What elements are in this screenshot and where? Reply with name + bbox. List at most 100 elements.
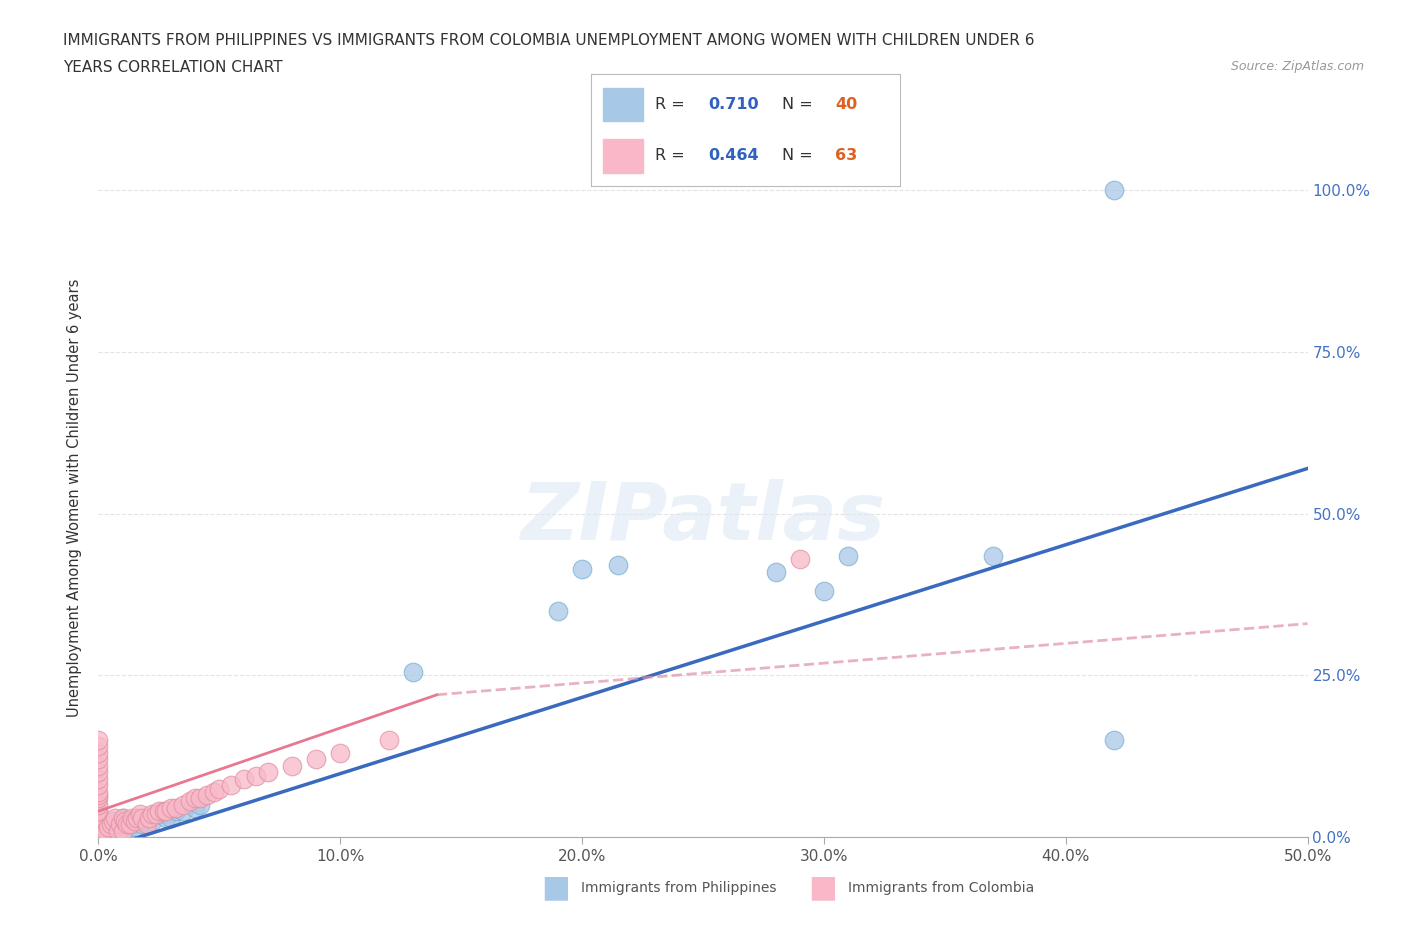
Point (87, 739, 110, 754)
Point (117, 817, 139, 831)
Point (104, 810, 127, 825)
Point (94, 823, 117, 838)
Text: 0.710: 0.710 (709, 97, 759, 112)
Text: R =: R = (655, 97, 690, 112)
Bar (603, 140, 643, 173)
Point (118, 817, 141, 831)
Point (141, 807, 163, 822)
Point (87, 814, 110, 829)
Point (107, 823, 129, 838)
Point (87, 784, 110, 799)
Point (87, 817, 110, 831)
Point (131, 817, 153, 831)
Point (100, 817, 122, 831)
Point (87, 777, 110, 792)
Point (97, 820, 120, 835)
Point (87, 752, 110, 767)
Point (87, 830, 110, 844)
Point (87, 790, 110, 805)
Point (94, 830, 117, 844)
Point (87, 746, 110, 761)
Point (91, 830, 114, 844)
Text: Immigrants from Philippines: Immigrants from Philippines (581, 881, 776, 896)
Point (87, 771, 110, 786)
Point (837, 549, 859, 564)
Point (1102, 733, 1125, 748)
Point (245, 768, 267, 783)
Point (208, 781, 231, 796)
Point (377, 733, 399, 748)
Text: ■: ■ (541, 873, 569, 903)
Point (607, 558, 630, 573)
Point (100, 823, 122, 838)
Point (118, 817, 141, 831)
Point (87, 823, 110, 838)
Text: 63: 63 (835, 149, 858, 164)
Point (111, 810, 134, 825)
Point (127, 810, 149, 825)
Point (160, 810, 183, 825)
Point (87, 804, 110, 818)
Point (179, 794, 201, 809)
Point (232, 771, 254, 786)
Point (87, 733, 110, 748)
Point (101, 814, 124, 829)
Point (124, 820, 146, 835)
Point (1102, 183, 1125, 198)
Point (145, 807, 167, 822)
Point (87, 797, 110, 812)
Point (155, 810, 177, 825)
Text: N =: N = (782, 149, 818, 164)
Point (87, 804, 110, 818)
Text: Immigrants from Colombia: Immigrants from Colombia (848, 881, 1033, 896)
Text: ZIPatlas: ZIPatlas (520, 479, 886, 557)
Point (165, 804, 187, 818)
Point (87, 827, 110, 842)
Point (188, 790, 211, 805)
Point (165, 801, 187, 816)
Point (221, 777, 243, 792)
Point (152, 804, 174, 818)
Point (111, 823, 134, 838)
Point (87, 759, 110, 774)
Point (148, 804, 170, 818)
Point (184, 790, 207, 805)
Point (195, 788, 218, 803)
Point (329, 746, 352, 761)
Point (305, 752, 328, 767)
Text: ■: ■ (808, 873, 837, 903)
Text: IMMIGRANTS FROM PHILIPPINES VS IMMIGRANTS FROM COLOMBIA UNEMPLOYMENT AMONG WOMEN: IMMIGRANTS FROM PHILIPPINES VS IMMIGRANT… (63, 33, 1035, 47)
Point (124, 814, 146, 829)
Point (87, 827, 110, 842)
Point (128, 807, 150, 822)
Point (135, 814, 157, 829)
Text: YEARS CORRELATION CHART: YEARS CORRELATION CHART (63, 60, 283, 75)
Point (281, 759, 304, 774)
Point (87, 817, 110, 831)
Point (135, 817, 157, 831)
Point (765, 565, 787, 579)
Point (402, 665, 425, 680)
Point (148, 807, 170, 822)
Point (87, 764, 110, 779)
Point (117, 823, 139, 838)
Point (188, 797, 211, 812)
Point (256, 764, 278, 779)
Point (87, 830, 110, 844)
Point (104, 817, 127, 831)
Point (172, 797, 194, 812)
Point (87, 823, 110, 838)
Y-axis label: Unemployment Among Women with Children Under 6 years: Unemployment Among Women with Children U… (67, 278, 83, 717)
Text: N =: N = (782, 97, 818, 112)
Text: 40: 40 (835, 97, 858, 112)
Point (172, 804, 194, 818)
Point (97, 827, 120, 842)
Point (101, 820, 124, 835)
Point (87, 810, 110, 825)
Point (114, 814, 136, 829)
Bar (603, 87, 643, 121)
Point (141, 814, 163, 829)
Point (87, 820, 110, 835)
Point (87, 810, 110, 825)
Point (87, 820, 110, 835)
